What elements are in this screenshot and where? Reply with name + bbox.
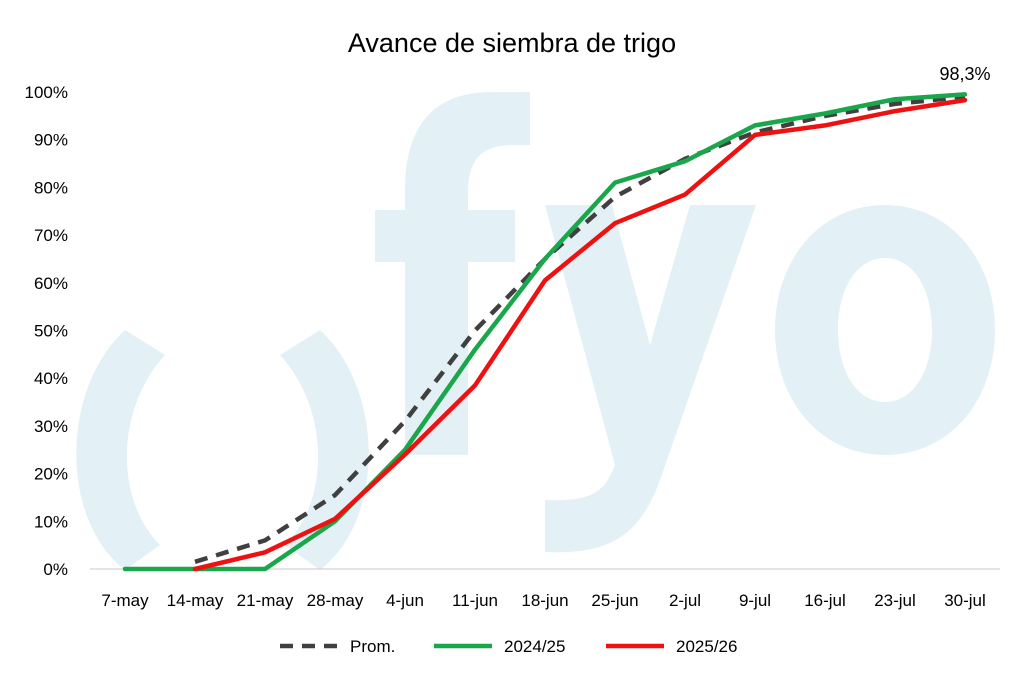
chart-legend: Prom. 2024/25 2025/26 [280, 637, 737, 656]
y-tick-label: 60% [34, 274, 68, 293]
chart-annotations: 98,3% [939, 64, 990, 84]
x-tick-label: 14-may [167, 591, 224, 610]
y-tick-label: 50% [34, 322, 68, 341]
y-tick-label: 70% [34, 226, 68, 245]
x-tick-label: 9-jul [739, 591, 771, 610]
y-tick-label: 20% [34, 465, 68, 484]
y-tick-label: 80% [34, 178, 68, 197]
x-tick-label: 18-jun [521, 591, 568, 610]
chart-title: Avance de siembra de trigo [348, 28, 676, 58]
series-line-1 [122, 92, 968, 572]
data-label: 98,3% [939, 64, 990, 84]
x-tick-label: 23-jul [874, 591, 916, 610]
y-tick-label: 100% [25, 83, 68, 102]
x-axis-ticks: 7-may 14-may 21-may 28-may 4-jun 11-jun 18-jun… [101, 591, 985, 610]
series-lines [122, 92, 968, 572]
x-tick-label: 30-jul [944, 591, 986, 610]
x-tick-label: 28-may [307, 591, 364, 610]
y-tick-label: 40% [34, 369, 68, 388]
legend-label: 2025/26 [676, 637, 737, 656]
legend-label: 2024/25 [504, 637, 565, 656]
x-tick-label: 16-jul [804, 591, 846, 610]
x-tick-label: 25-jun [591, 591, 638, 610]
y-tick-label: 10% [34, 512, 68, 531]
legend-label: Prom. [350, 637, 395, 656]
x-tick-label: 7-may [101, 591, 149, 610]
y-tick-label: 90% [34, 131, 68, 150]
y-axis-ticks: 0% 10% 20% 30% 40% 50% 60% 70% 80% 90% 100% [25, 83, 68, 579]
x-tick-label: 21-may [237, 591, 294, 610]
series-line-2 [192, 97, 968, 572]
y-tick-label: 0% [43, 560, 68, 579]
y-tick-label: 30% [34, 417, 68, 436]
x-tick-label: 2-jul [669, 591, 701, 610]
x-tick-label: 4-jun [386, 591, 424, 610]
fyo-watermark-logo [76, 92, 995, 570]
x-tick-label: 11-jun [452, 591, 498, 610]
series-line-0 [194, 94, 966, 564]
